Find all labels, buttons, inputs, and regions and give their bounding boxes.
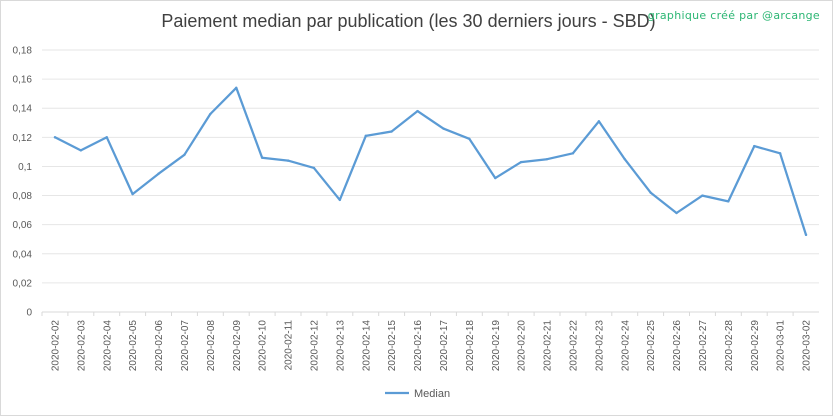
y-axis: 0 0,02 0,04 0,06 0,08 0,1 0,12 0,14 0,16 0,18 xyxy=(13,46,33,319)
y-tick-label: 0,04 xyxy=(13,249,33,260)
data-point xyxy=(286,159,290,162)
chart-title: Paiement median par publication (les 30 … xyxy=(161,11,656,31)
data-point xyxy=(597,120,601,123)
data-point xyxy=(494,176,497,180)
x-tick-label: 2020-02-29 xyxy=(750,320,761,372)
x-tick-label: 2020-02-04 xyxy=(102,320,113,372)
x-tick-label: 2020-02-05 xyxy=(128,320,139,372)
data-point xyxy=(545,157,549,161)
data-point xyxy=(649,191,652,194)
y-tick-label: 0 xyxy=(26,308,32,319)
x-tick-label: 2020-02-16 xyxy=(413,320,424,372)
x-tick-label: 2020-02-11 xyxy=(284,320,295,371)
data-point xyxy=(53,136,57,139)
data-point xyxy=(79,149,83,152)
data-point xyxy=(364,134,367,138)
x-tick-label: 2020-02-27 xyxy=(698,320,709,372)
data-point xyxy=(131,192,134,196)
data-point xyxy=(778,152,782,155)
x-tick-label: 2020-02-20 xyxy=(517,320,528,372)
data-point xyxy=(183,153,186,156)
x-tick-label: 2020-02-19 xyxy=(491,320,502,372)
data-point xyxy=(416,109,419,113)
x-tick-label: 2020-02-02 xyxy=(50,320,61,372)
x-tick-label: 2020-02-12 xyxy=(309,320,320,372)
x-tick-label: 2020-02-08 xyxy=(206,320,217,372)
data-point xyxy=(312,166,316,170)
data-point xyxy=(571,152,575,155)
x-tick-label: 2020-02-14 xyxy=(361,320,372,372)
series-line-median xyxy=(53,86,808,237)
x-tick-label: 2020-02-21 xyxy=(543,320,554,372)
data-point xyxy=(727,200,730,203)
x-tick-label: 2020-02-26 xyxy=(672,320,683,372)
x-tick-label: 2020-02-13 xyxy=(335,320,346,372)
x-tick-label: 2020-03-02 xyxy=(802,320,813,372)
x-tick-label: 2020-02-22 xyxy=(568,320,579,372)
y-tick-label: 0,08 xyxy=(13,191,33,202)
data-point xyxy=(442,127,445,130)
x-tick-label: 2020-02-24 xyxy=(620,320,631,372)
x-tick-label: 2020-02-18 xyxy=(465,320,476,372)
data-point xyxy=(209,112,212,116)
gridlines xyxy=(42,49,819,313)
x-axis: 2020-02-02 2020-02-03 2020-02-04 2020-02-05… xyxy=(41,312,813,372)
data-point xyxy=(675,211,678,215)
x-tick-label: 2020-02-09 xyxy=(232,320,243,372)
y-tick-label: 0,06 xyxy=(13,220,33,231)
y-tick-label: 0,18 xyxy=(13,46,33,57)
data-point xyxy=(519,160,523,164)
data-point xyxy=(753,144,756,148)
x-tick-label: 2020-02-23 xyxy=(594,320,605,372)
x-tick-label: 2020-02-15 xyxy=(387,320,398,372)
data-point xyxy=(260,156,264,159)
x-tick-label: 2020-02-28 xyxy=(724,320,735,372)
x-tick-label: 2020-02-06 xyxy=(154,320,165,372)
x-tick-label: 2020-02-07 xyxy=(180,320,191,372)
y-tick-label: 0,12 xyxy=(13,133,33,144)
legend-label: Median xyxy=(414,388,450,400)
credit-text: graphique créé par @arcange xyxy=(647,9,820,22)
data-point xyxy=(804,233,808,237)
data-point xyxy=(338,198,342,202)
y-tick-label: 0,16 xyxy=(13,75,33,86)
y-tick-label: 0,02 xyxy=(13,278,33,289)
data-point xyxy=(701,194,704,197)
x-tick-label: 2020-02-03 xyxy=(76,320,87,372)
x-tick-label: 2020-02-10 xyxy=(258,320,269,372)
x-tick-label: 2020-02-17 xyxy=(439,320,450,372)
data-point xyxy=(390,130,393,133)
legend: Median xyxy=(385,388,450,400)
data-point xyxy=(468,137,471,140)
y-tick-label: 0,1 xyxy=(18,162,32,173)
x-tick-label: 2020-02-25 xyxy=(646,320,657,372)
data-point xyxy=(105,136,108,139)
x-tick-label: 2020-03-01 xyxy=(776,320,787,372)
data-point xyxy=(157,172,160,175)
y-tick-label: 0,14 xyxy=(13,104,33,115)
data-point xyxy=(235,86,238,90)
data-point xyxy=(623,157,626,161)
series-layer xyxy=(53,86,808,237)
